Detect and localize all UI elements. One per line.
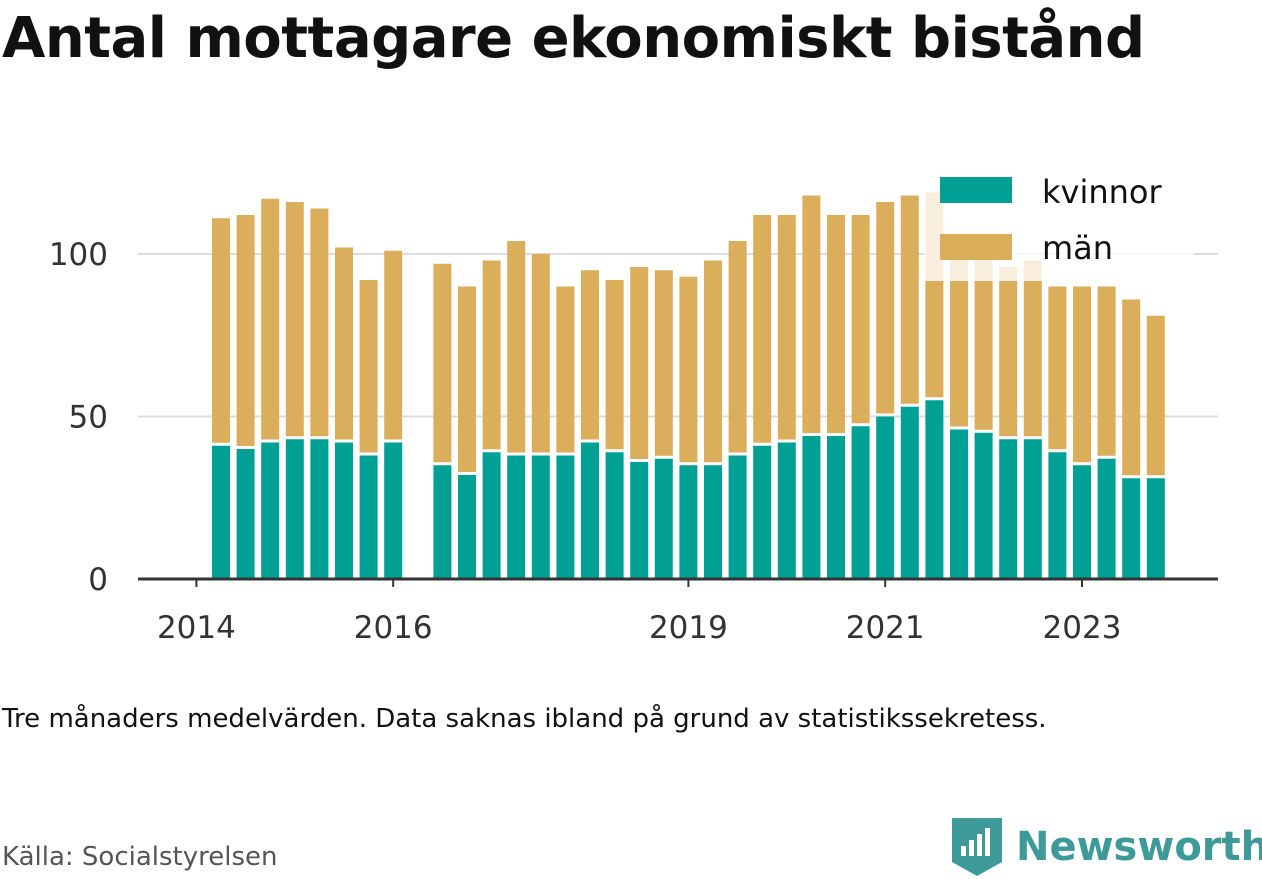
bar-man: [261, 198, 280, 440]
newsworthy-brand: Newsworthy: [952, 818, 1262, 876]
x-tick-label-2019: 2019: [649, 610, 728, 646]
bar-man: [827, 215, 845, 433]
bar-kvinnor: [925, 400, 944, 579]
bar-man: [335, 247, 353, 440]
bar-kvinnor: [310, 439, 329, 579]
bar-man: [851, 215, 870, 424]
bar-man: [556, 286, 575, 453]
bar-man: [728, 241, 747, 453]
bar-man: [1023, 260, 1042, 437]
bar-man: [384, 250, 403, 440]
bar-kvinnor: [827, 436, 845, 579]
x-tick-label-2016: 2016: [354, 610, 433, 646]
bar-man: [310, 208, 329, 437]
bar-man: [900, 195, 919, 404]
bar-kvinnor: [433, 465, 452, 579]
bar-kvinnor: [900, 406, 919, 579]
y-tick-label-50: 50: [69, 400, 108, 436]
bar-kvinnor: [728, 455, 747, 579]
chart-note: Tre månaders medelvärden. Data saknas ib…: [2, 704, 1047, 734]
bar-man: [876, 202, 895, 414]
bar-man: [704, 260, 722, 463]
bar-kvinnor: [777, 442, 796, 579]
bar-kvinnor: [974, 432, 993, 579]
bar-man: [236, 215, 255, 446]
bar-kvinnor: [1023, 439, 1042, 579]
bar-man: [630, 267, 649, 459]
bar-kvinnor: [556, 455, 575, 579]
y-tick-label-100: 100: [49, 237, 108, 273]
bar-kvinnor: [236, 449, 255, 579]
bar-kvinnor: [261, 442, 280, 579]
stacked-bar-chart: 0 50 100 kvinnor män 2014 2016 2019 2021 2023: [48, 173, 1218, 646]
bar-man: [1048, 286, 1067, 450]
bar-man: [212, 218, 230, 443]
bar-man: [1146, 315, 1165, 476]
bar-kvinnor: [335, 442, 353, 579]
bar-kvinnor: [1048, 452, 1067, 579]
bar-kvinnor: [753, 445, 772, 579]
bar-man: [679, 276, 698, 463]
bar-kvinnor: [212, 445, 230, 579]
bar-man: [753, 215, 772, 443]
legend-label-kvinnor: kvinnor: [1042, 173, 1163, 211]
bar-man: [802, 195, 821, 433]
bar-man: [285, 202, 304, 437]
legend-label-man: män: [1042, 229, 1113, 267]
bar-kvinnor: [802, 436, 821, 579]
bar-man: [581, 270, 599, 440]
bar-kvinnor: [999, 439, 1018, 579]
bar-man: [654, 270, 673, 456]
bar-man: [507, 241, 526, 453]
bar-man: [433, 263, 452, 463]
bar-kvinnor: [507, 455, 526, 579]
bar-kvinnor: [482, 452, 501, 579]
bar-kvinnor: [1146, 478, 1165, 579]
bar-man: [974, 260, 993, 430]
x-tick-label-2023: 2023: [1043, 610, 1122, 646]
newsworthy-logo-icon: [952, 818, 1002, 876]
bar-man: [458, 286, 476, 472]
chart-title: Antal mottagare ekonomiskt bistånd: [2, 6, 1145, 71]
legend-swatch-man: [940, 234, 1012, 260]
legend-swatch-kvinnor: [940, 177, 1012, 203]
bar-kvinnor: [950, 429, 968, 579]
bar-man: [1097, 286, 1116, 456]
bar-kvinnor: [285, 439, 304, 579]
brand-name: Newsworthy: [1016, 824, 1262, 870]
bar-kvinnor: [458, 475, 476, 579]
bar-man: [605, 280, 624, 450]
x-tick-label-2014: 2014: [157, 610, 236, 646]
bar-man: [777, 215, 796, 440]
source-credit: Källa: Socialstyrelsen: [2, 842, 278, 872]
x-tick-label-2021: 2021: [846, 610, 925, 646]
bar-kvinnor: [581, 442, 599, 579]
bar-man: [1073, 286, 1091, 463]
bar-man: [482, 260, 501, 450]
bar-kvinnor: [876, 416, 895, 579]
bar-kvinnor: [531, 455, 550, 579]
bar-kvinnor: [384, 442, 403, 579]
bar-kvinnor: [359, 455, 378, 579]
y-tick-label-0: 0: [88, 562, 108, 598]
bar-kvinnor: [679, 465, 698, 579]
bar-kvinnor: [704, 465, 722, 579]
bar-kvinnor: [851, 426, 870, 579]
bar-kvinnor: [1122, 478, 1141, 579]
bar-man: [1122, 299, 1141, 476]
bar-man: [531, 254, 550, 453]
bar-kvinnor: [654, 458, 673, 579]
bar-kvinnor: [1073, 465, 1091, 579]
bar-kvinnor: [605, 452, 624, 579]
bar-kvinnor: [630, 462, 649, 579]
bar-man: [950, 260, 968, 427]
bar-kvinnor: [1097, 458, 1116, 579]
bar-man: [999, 267, 1018, 437]
bar-man: [359, 280, 378, 453]
